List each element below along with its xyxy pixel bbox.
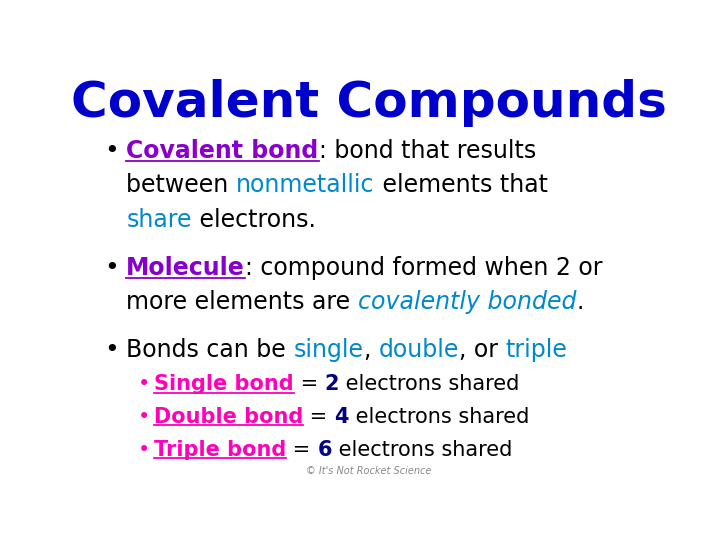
Text: Bonds can be: Bonds can be (126, 338, 294, 362)
Text: •: • (138, 374, 150, 394)
Text: =: = (287, 440, 318, 460)
Text: .: . (577, 290, 584, 314)
Text: : compound formed when 2 or: : compound formed when 2 or (245, 255, 603, 280)
Text: electrons shared: electrons shared (339, 374, 520, 394)
Text: nonmetallic: nonmetallic (236, 173, 374, 197)
Text: , or: , or (459, 338, 505, 362)
Text: : bond that results: : bond that results (318, 139, 536, 163)
Text: •: • (104, 255, 119, 280)
Text: Molecule: Molecule (126, 255, 245, 280)
Text: 6: 6 (318, 440, 332, 460)
Text: Triple bond: Triple bond (154, 440, 287, 460)
Text: triple: triple (505, 338, 567, 362)
Text: 4: 4 (334, 407, 348, 427)
Text: electrons shared: electrons shared (332, 440, 512, 460)
Text: •: • (104, 139, 119, 163)
Text: •: • (138, 407, 150, 427)
Text: =: = (294, 374, 325, 394)
Text: © It's Not Rocket Science: © It's Not Rocket Science (306, 465, 432, 476)
Text: elements that: elements that (374, 173, 547, 197)
Text: single: single (294, 338, 364, 362)
Text: between: between (126, 173, 236, 197)
Text: electrons.: electrons. (192, 208, 315, 232)
Text: •: • (138, 440, 150, 460)
Text: Single bond: Single bond (154, 374, 294, 394)
Text: 2: 2 (325, 374, 339, 394)
Text: =: = (303, 407, 334, 427)
Text: Covalent bond: Covalent bond (126, 139, 318, 163)
Text: electrons shared: electrons shared (348, 407, 529, 427)
Text: share: share (126, 208, 192, 232)
Text: Covalent Compounds: Covalent Compounds (71, 79, 667, 127)
Text: •: • (104, 338, 119, 362)
Text: more elements are: more elements are (126, 290, 358, 314)
Text: double: double (379, 338, 459, 362)
Text: ,: , (364, 338, 379, 362)
Text: Double bond: Double bond (154, 407, 303, 427)
Text: covalently bonded: covalently bonded (358, 290, 577, 314)
